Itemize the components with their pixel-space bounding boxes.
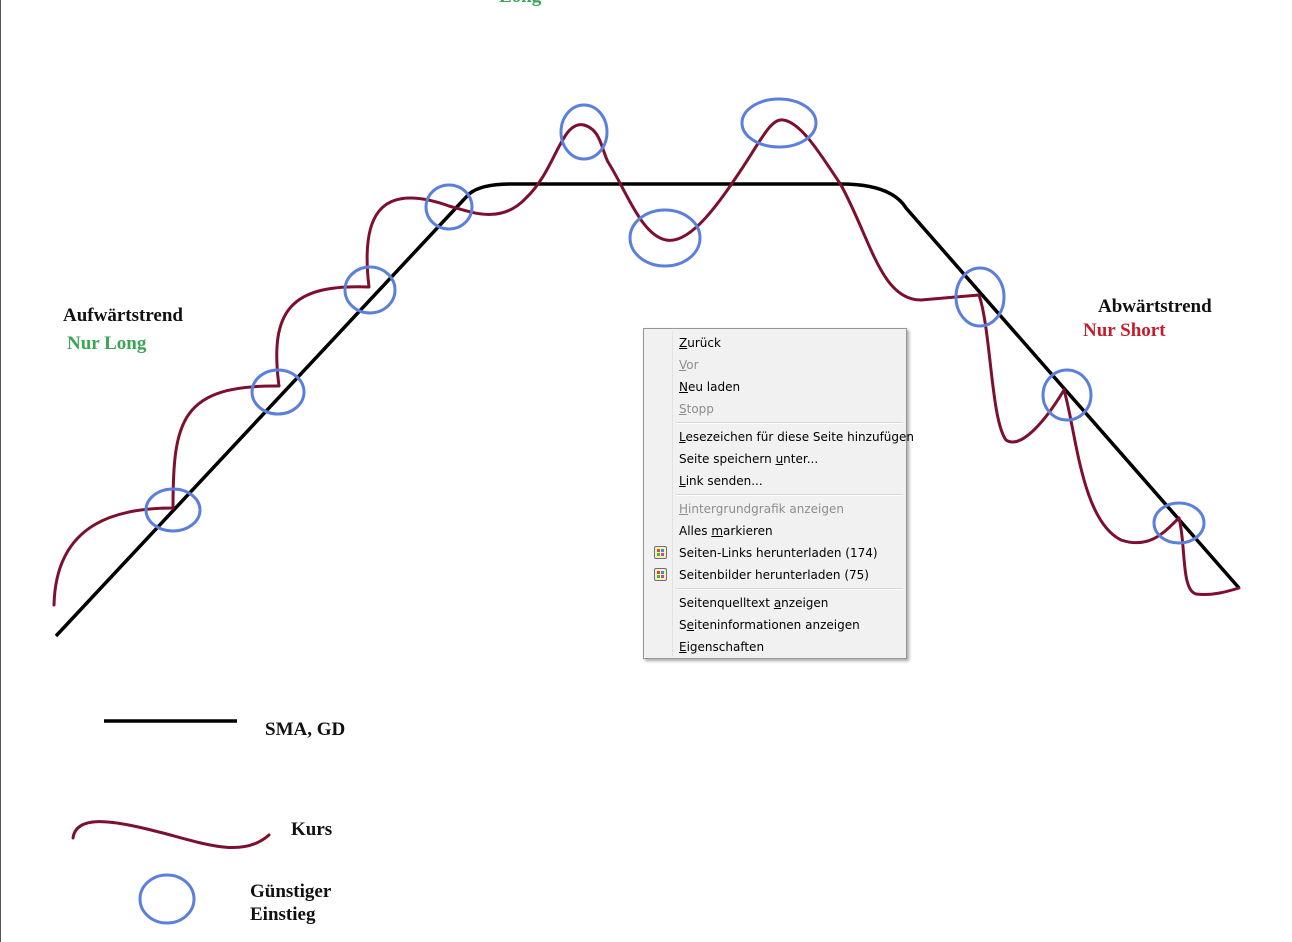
uptrend-title: Aufwärtstrend — [63, 305, 183, 326]
entry-markers — [144, 97, 1206, 545]
uptrend-rule: Nur Long — [67, 333, 147, 354]
menu-item-properties[interactable]: Eigenschaften — [679, 640, 765, 654]
menu-item-bookmark-page[interactable]: Lesezeichen für diese Seite hinzufügen — [679, 430, 915, 444]
menu-item-select-all[interactable]: Alles markieren — [679, 524, 773, 538]
menu-item-reload[interactable]: Neu laden — [679, 380, 741, 394]
legend-entry-label-line1: Günstiger — [250, 881, 332, 902]
download-images-icon — [654, 568, 667, 581]
entry-circle — [559, 103, 609, 161]
entry-circle — [1152, 501, 1206, 545]
cut-off-label: Long — [499, 0, 541, 8]
entry-circle — [740, 97, 818, 149]
legend-entry-label-line2: Einstieg — [250, 904, 316, 925]
menu-item-view-source[interactable]: Seitenquelltext anzeigen — [679, 596, 829, 610]
menu-item-page-info[interactable]: Seiteninformationen anzeigen — [679, 618, 860, 632]
downtrend-rule: Nur Short — [1083, 320, 1166, 341]
download-links-icon — [654, 546, 667, 559]
menu-item-back[interactable]: Zurück — [679, 336, 721, 350]
menu-separator — [676, 588, 903, 590]
legend-price-label: Kurs — [291, 819, 333, 840]
menu-separator — [676, 494, 903, 496]
menu-item-send-link[interactable]: Link senden... — [679, 474, 763, 488]
context-menu: Zurück Vor Neu laden Stopp Lesezeichen f… — [643, 328, 915, 659]
entry-circle — [250, 368, 306, 416]
entry-circle — [1041, 368, 1093, 422]
legend-sma-label: SMA, GD — [265, 719, 346, 740]
entry-circle — [343, 265, 397, 315]
entry-circle — [424, 183, 474, 231]
menu-separator — [676, 422, 903, 424]
downtrend-title: Abwärtstrend — [1098, 296, 1212, 317]
entry-circle — [144, 487, 202, 533]
entry-circle — [954, 266, 1006, 328]
entry-circle — [628, 208, 702, 268]
legend-entry-circle — [138, 873, 196, 925]
menu-item-forward[interactable]: Vor — [679, 358, 699, 372]
menu-item-download-images[interactable]: Seitenbilder herunterladen (75) — [646, 564, 904, 586]
price-curve — [52, 118, 1241, 607]
menu-item-stop[interactable]: Stopp — [679, 402, 714, 416]
menu-item-download-links[interactable]: Seiten-Links herunterladen (174) — [646, 542, 904, 564]
menu-item-save-page-as[interactable]: Seite speichern unter... — [679, 452, 819, 466]
legend-price-curve — [71, 820, 271, 849]
menu-item-view-background-image[interactable]: Hintergrundgrafik anzeigen — [679, 502, 844, 516]
menu-icon-gutter — [672, 331, 673, 656]
